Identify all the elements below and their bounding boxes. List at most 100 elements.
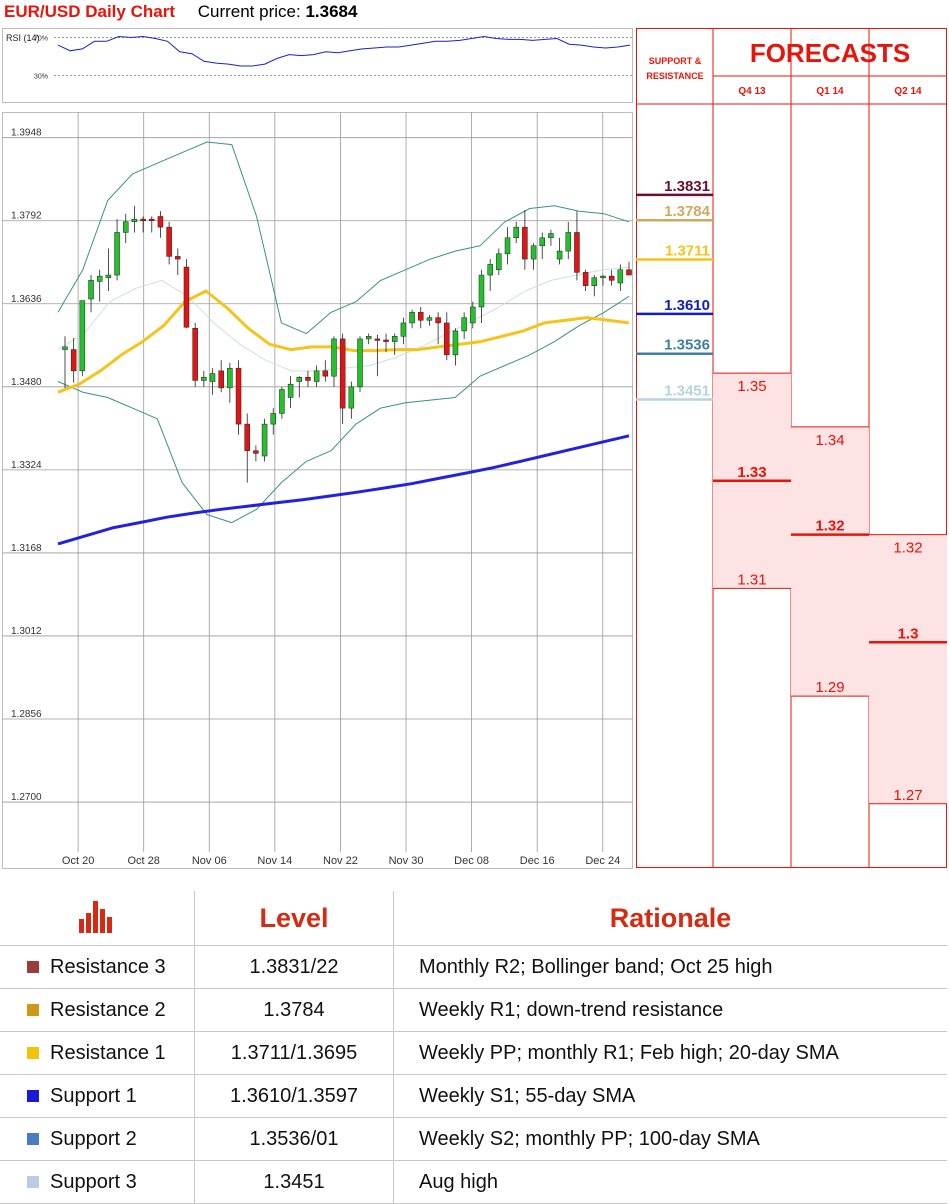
candle-body (261, 423, 268, 457)
forecast-mid-label: 1.33 (737, 464, 766, 481)
bollinger-upper-line (57, 141, 630, 335)
candle-body (539, 237, 545, 247)
candle-body (435, 317, 441, 324)
candle-body (209, 373, 216, 382)
candle-body (617, 269, 624, 284)
levels-table-row: Resistance 1 1.3711/1.3695 Weekly PP; mont… (0, 1031, 947, 1075)
rsi-tick-70: 70% (34, 36, 48, 43)
forecast-low-label: 1.27 (893, 787, 922, 804)
levels-table-row: Resistance 2 1.3784 Weekly R1; down-trend … (0, 988, 947, 1032)
candle-body (470, 306, 476, 324)
levels-table: Level Rationale Resistance 3 1.3831/22 Mon… (0, 891, 947, 1204)
x-tick-label: Dec 24 (585, 855, 620, 867)
levels-table-row: Resistance 3 1.3831/22 Monthly R2; Bolling… (0, 945, 947, 989)
candle-body (331, 338, 337, 377)
candle-body (487, 264, 493, 276)
candle-body (600, 275, 606, 278)
level-label: 1.3536 (664, 337, 710, 354)
candle-body (296, 376, 303, 382)
level-label: 1.3831 (664, 178, 710, 195)
candle-body (88, 280, 94, 300)
level-name-cell: Support 3 (0, 1160, 195, 1204)
candle-body (556, 250, 563, 260)
candle-body (149, 218, 155, 221)
level-label: 1.3711 (665, 243, 710, 260)
candle-body (279, 389, 285, 414)
candle-body (478, 274, 485, 308)
candle-body (608, 275, 615, 281)
candle-body (105, 274, 112, 278)
level-name-cell: Support 2 (0, 1117, 195, 1161)
candle-body (218, 370, 224, 389)
candle-body (270, 413, 276, 425)
level-label: 1.3610 (664, 297, 710, 314)
level-name-cell: Resistance 1 (0, 1031, 195, 1075)
x-tick-label: Oct 20 (62, 855, 94, 867)
level-value: 1.3711/1.3695 (194, 1031, 394, 1075)
rsi-panel: RSI (14)70% 30% (2, 28, 633, 103)
candle-body (322, 370, 329, 377)
candle-body (548, 233, 554, 239)
level-rationale: Weekly PP; monthly R1; Feb high; 20-day … (393, 1031, 947, 1075)
candle-body (96, 275, 103, 282)
forecast-low-label: 1.29 (815, 679, 844, 696)
candle-body (452, 330, 459, 356)
candle-body (122, 221, 129, 233)
candle-body (409, 312, 415, 324)
price-chart: 1.3948 1.3792 1.3636 1.3480 1.3324 1.3168 1.30… (2, 112, 633, 869)
candle-body (70, 349, 77, 372)
level-rationale: Aug high (393, 1160, 947, 1204)
forecast-range-band (869, 534, 947, 804)
chart-header: EUR/USD Daily Chart Current price: 1.368… (4, 0, 357, 26)
forecast-high-label: 1.35 (737, 378, 766, 395)
level-value: 1.3536/01 (194, 1117, 394, 1161)
price-value: 1.3684 (305, 2, 358, 21)
bar-chart-icon (0, 891, 195, 946)
candle-body (244, 423, 250, 451)
x-tick-label: Nov 30 (389, 855, 424, 867)
level-rationale: Weekly R1; down-trend resistance (393, 988, 947, 1032)
candle-body (79, 300, 86, 372)
candle-body (348, 386, 355, 409)
forecast-mid-label: 1.3 (898, 625, 919, 642)
sma100-line (57, 434, 630, 546)
levels-table-row: Support 1 1.3610/1.3597 Weekly S1; 55-day … (0, 1074, 947, 1118)
level-name: Resistance 1 (50, 1041, 166, 1064)
x-tick-label: Nov 14 (257, 855, 292, 867)
rsi-label: RSI (14) (6, 33, 40, 43)
candle-body (383, 339, 389, 342)
forecast-range-band (791, 426, 869, 697)
level-swatch (27, 1176, 39, 1189)
y-tick-label: 1.3792 (11, 211, 42, 222)
level-name-cell: Support 1 (0, 1074, 195, 1118)
candle-body (339, 338, 346, 409)
bollinger-lower-line (57, 295, 630, 524)
candle-body (582, 272, 589, 286)
forecasts-panel: SUPPORT & RESISTANCE FORECASTS Q4 13 Q1 14 Q2… (636, 28, 947, 868)
candle-body (365, 336, 372, 340)
candle-body (626, 269, 632, 276)
y-tick-label: 1.2856 (11, 709, 42, 720)
levels-table-row: Support 2 1.3536/01 Weekly S2; monthly PP;… (0, 1117, 947, 1161)
level-swatch (27, 1133, 39, 1146)
candle-body (513, 226, 519, 239)
candle-body (418, 312, 424, 321)
candle-body (496, 253, 502, 270)
level-name: Resistance 3 (50, 955, 166, 978)
level-rationale: Weekly S2; monthly PP; 100-day SMA (393, 1117, 947, 1161)
candle-body (426, 317, 433, 321)
candle-body (391, 336, 398, 342)
level-name-cell: Resistance 3 (0, 945, 195, 989)
forecast-high-label: 1.34 (815, 432, 844, 449)
candle-body (444, 322, 450, 356)
candle-body (287, 383, 294, 398)
level-value: 1.3831/22 (194, 945, 394, 989)
candle-body (591, 277, 598, 286)
candle-body (522, 226, 528, 260)
levels-table-header: Level Rationale (0, 891, 947, 946)
forecast-period-label: Q1 14 (816, 86, 844, 97)
x-tick-label: Oct 28 (127, 855, 159, 867)
y-tick-label: 1.3480 (11, 377, 42, 388)
forecast-period-label: Q2 14 (894, 86, 922, 97)
y-tick-label: 1.2700 (11, 792, 42, 803)
